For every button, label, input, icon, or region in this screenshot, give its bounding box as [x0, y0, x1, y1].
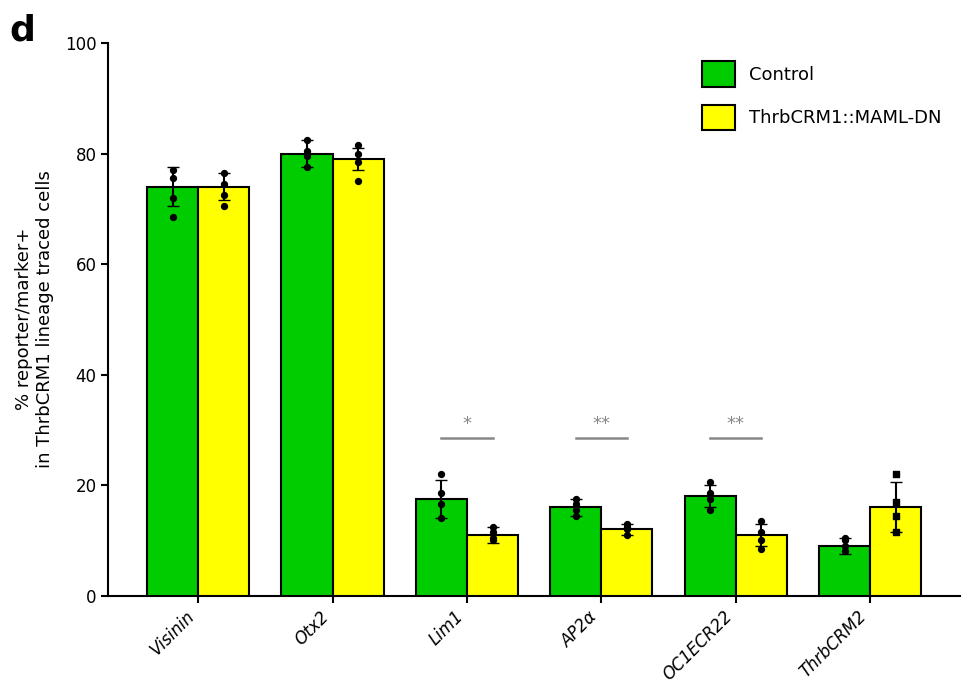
Point: [568, 499, 584, 510]
Point: [434, 512, 449, 524]
Point: [350, 148, 366, 159]
Point: [434, 499, 449, 510]
Bar: [467, 535, 518, 596]
Point: [837, 540, 852, 552]
Point: [837, 546, 852, 557]
Text: **: **: [726, 415, 745, 433]
Point: [485, 535, 500, 546]
Point: [215, 201, 231, 212]
Text: *: *: [462, 415, 472, 433]
Point: [702, 477, 718, 488]
Point: [299, 134, 315, 145]
Bar: [147, 187, 198, 596]
Point: [568, 493, 584, 505]
Point: [165, 164, 180, 175]
Point: [350, 140, 366, 151]
Point: [619, 524, 635, 535]
Point: [619, 518, 635, 529]
Point: [754, 535, 769, 546]
Bar: [416, 499, 467, 596]
Point: [754, 526, 769, 538]
Point: [702, 505, 718, 516]
Bar: [332, 159, 383, 596]
Point: [485, 532, 500, 543]
Point: [215, 178, 231, 189]
Bar: [602, 529, 652, 596]
Legend: Control, ThrbCRM1::MAML-DN: Control, ThrbCRM1::MAML-DN: [693, 52, 951, 139]
Point: [888, 510, 904, 521]
Point: [702, 493, 718, 505]
Point: [434, 488, 449, 499]
Point: [754, 515, 769, 526]
Point: [299, 151, 315, 162]
Bar: [550, 507, 602, 596]
Point: [568, 505, 584, 516]
Bar: [684, 496, 736, 596]
Point: [837, 532, 852, 543]
Point: [619, 529, 635, 540]
Point: [350, 156, 366, 167]
Point: [837, 535, 852, 546]
Point: [888, 468, 904, 480]
Point: [165, 212, 180, 223]
Point: [485, 521, 500, 532]
Point: [215, 167, 231, 178]
Bar: [282, 154, 332, 596]
Bar: [871, 507, 921, 596]
Point: [888, 526, 904, 538]
Point: [165, 192, 180, 203]
Point: [434, 468, 449, 480]
Y-axis label: % reporter/marker+
in ThrbCRM1 lineage traced cells: % reporter/marker+ in ThrbCRM1 lineage t…: [15, 171, 54, 468]
Point: [350, 175, 366, 187]
Point: [619, 521, 635, 532]
Point: [165, 173, 180, 184]
Point: [568, 510, 584, 521]
Point: [299, 161, 315, 173]
Point: [754, 543, 769, 554]
Bar: [198, 187, 250, 596]
Bar: [819, 546, 871, 596]
Text: d: d: [10, 14, 36, 48]
Point: [215, 189, 231, 201]
Text: **: **: [593, 415, 610, 433]
Point: [702, 488, 718, 499]
Bar: [736, 535, 787, 596]
Point: [485, 526, 500, 538]
Point: [888, 496, 904, 507]
Point: [299, 145, 315, 157]
